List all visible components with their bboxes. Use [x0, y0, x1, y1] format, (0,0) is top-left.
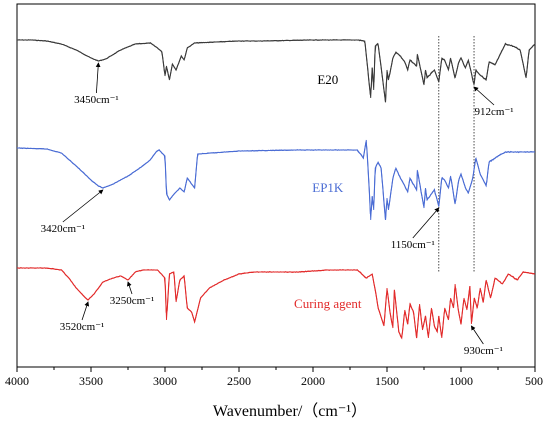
x-tick-label-500: 500 — [525, 374, 543, 388]
x-axis-label: Wavenumber/（cm⁻¹） — [213, 402, 367, 420]
x-tick-label-1000: 1000 — [449, 374, 473, 388]
x-axis: 4000 3500 3000 2500 2000 1500 1000 500 — [5, 367, 543, 388]
annotation-arrow-5 — [126, 281, 133, 295]
annotation-label-4: 3520cm⁻¹ — [60, 321, 105, 333]
x-tick-label-2000: 2000 — [301, 374, 325, 388]
annotation-label-3: 1150cm⁻¹ — [391, 239, 435, 251]
annotation-layer: 3450cm⁻¹ 912cm⁻¹ 3420cm⁻¹ 1150cm⁻¹ 3520cm⁻¹ 3… — [41, 62, 514, 357]
annotation-label-2: 3420cm⁻¹ — [41, 223, 86, 235]
annotation-arrow-3 — [412, 207, 440, 239]
annotation-arrow-4 — [81, 301, 90, 321]
series-line-1 — [16, 141, 535, 221]
annotation-label-5: 3250cm⁻¹ — [110, 295, 155, 307]
series-layer: E20 EP1K Curing agent — [16, 39, 536, 340]
series-label-1: EP1K — [312, 180, 344, 195]
x-tick-label-1500: 1500 — [375, 374, 399, 388]
annotation-arrow-6 — [470, 325, 484, 345]
reference-lines — [438, 36, 475, 272]
annotation-label-6: 930cm⁻¹ — [464, 345, 503, 357]
annotation-arrow-1 — [473, 86, 495, 106]
annotation-label-0: 3450cm⁻¹ — [74, 94, 119, 106]
x-tick-label-3000: 3000 — [153, 374, 177, 388]
annotation-label-1: 912cm⁻¹ — [475, 106, 514, 118]
series-label-0: E20 — [317, 72, 338, 87]
x-tick-label-4000: 4000 — [5, 374, 29, 388]
series-peaks-2 — [17, 267, 536, 340]
series-label-2: Curing agent — [294, 296, 362, 311]
annotation-arrow-0 — [95, 62, 101, 94]
x-tick-label-2500: 2500 — [227, 374, 251, 388]
x-tick-label-3500: 3500 — [79, 374, 103, 388]
series-peaks-1 — [16, 139, 535, 221]
series-peaks-0 — [17, 39, 536, 103]
annotation-arrow-2 — [62, 189, 104, 223]
